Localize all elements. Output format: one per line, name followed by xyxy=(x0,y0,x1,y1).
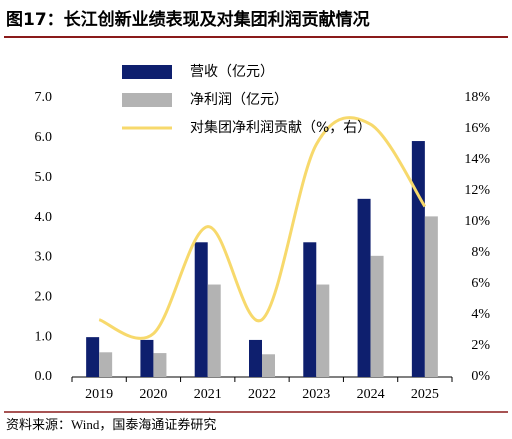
bar xyxy=(303,242,317,377)
bar xyxy=(153,353,167,377)
x-tick-label: 2025 xyxy=(411,387,439,402)
y2-tick-label: 10% xyxy=(464,214,490,229)
x-tick-label: 2019 xyxy=(85,387,113,402)
legend-swatch xyxy=(122,65,172,79)
y2-tick-label: 16% xyxy=(464,121,490,136)
legend-swatch xyxy=(122,93,172,107)
chart-title: 图17：长江创新业绩表现及对集团利润贡献情况 xyxy=(6,9,370,30)
y2-tick-label: 4% xyxy=(471,307,490,322)
bar xyxy=(262,354,275,377)
y-tick-label: 1.0 xyxy=(35,329,53,344)
bar xyxy=(86,337,100,377)
line xyxy=(98,116,427,340)
y-tick-label: 5.0 xyxy=(35,170,53,185)
y2-tick-label: 0% xyxy=(471,369,490,384)
x-tick-label: 2020 xyxy=(139,387,167,402)
legend-label: 净利润（亿元） xyxy=(190,92,288,108)
bar xyxy=(207,284,221,377)
x-tick-label: 2021 xyxy=(194,387,222,402)
bar xyxy=(249,339,262,377)
bar xyxy=(316,284,330,377)
y-tick-label: 4.0 xyxy=(35,210,53,225)
x-tick-label: 2024 xyxy=(357,387,385,402)
bar xyxy=(370,255,384,377)
bar xyxy=(140,339,154,377)
bar xyxy=(411,141,425,377)
bar xyxy=(194,242,208,377)
legend-label: 营收（亿元） xyxy=(190,64,274,80)
bar xyxy=(99,352,113,377)
y2-tick-label: 12% xyxy=(464,183,490,198)
x-tick-label: 2022 xyxy=(248,387,276,402)
y-tick-label: 2.0 xyxy=(35,290,53,305)
y2-tick-label: 18% xyxy=(464,90,490,105)
bar xyxy=(424,216,438,377)
y-tick-label: 3.0 xyxy=(35,250,53,265)
y2-tick-label: 2% xyxy=(471,338,490,353)
x-tick-label: 2023 xyxy=(302,387,330,402)
bar xyxy=(357,198,371,377)
source: 资料来源：Wind，国泰海通证券研究 xyxy=(6,417,216,432)
legend-label: 对集团净利润贡献（%，右） xyxy=(190,119,371,136)
y2-tick-label: 6% xyxy=(471,276,490,291)
y-tick-label: 7.0 xyxy=(35,90,53,105)
y2-tick-label: 8% xyxy=(471,245,490,260)
y-tick-label: 0.0 xyxy=(35,369,53,384)
y-tick-label: 6.0 xyxy=(35,130,53,145)
y2-tick-label: 14% xyxy=(464,152,490,167)
